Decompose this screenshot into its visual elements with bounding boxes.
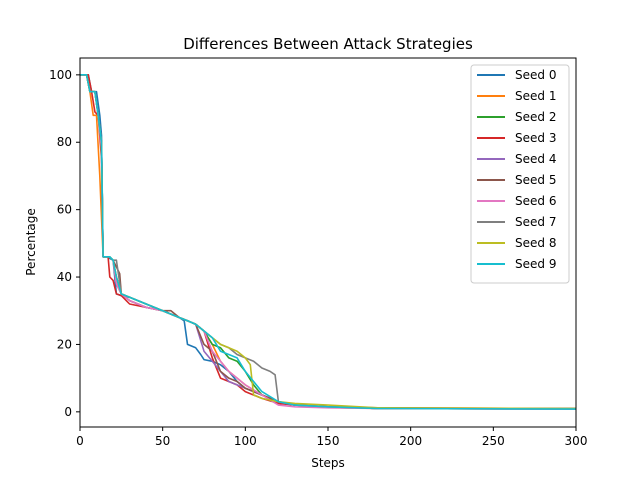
legend-box: [470, 64, 570, 284]
series-layer: [80, 74, 577, 410]
series-line-seed-9: [80, 74, 577, 410]
y-tick-label: 20: [57, 337, 72, 351]
legend-label: Seed 9: [515, 257, 556, 271]
y-tick-label: 60: [57, 203, 72, 217]
chart-title: Differences Between Attack Strategies: [183, 35, 473, 53]
y-tick-label: 40: [57, 270, 72, 284]
x-axis-label: Steps: [311, 456, 345, 470]
x-tick-label: 100: [234, 434, 257, 448]
x-tick-label: 0: [76, 434, 84, 448]
legend-label: Seed 5: [515, 173, 556, 187]
legend-label: Seed 7: [515, 215, 556, 229]
y-tick-label: 100: [49, 68, 72, 82]
legend-label: Seed 8: [515, 236, 556, 250]
x-tick-label: 200: [399, 434, 422, 448]
y-tick-label: 80: [57, 135, 72, 149]
legend-label: Seed 6: [515, 194, 556, 208]
legend-label: Seed 1: [515, 89, 556, 103]
y-tick-label: 0: [64, 405, 72, 419]
legend-label: Seed 0: [515, 68, 556, 82]
legend-label: Seed 3: [515, 131, 556, 145]
y-axis-label: Percentage: [24, 208, 38, 276]
y-axis-ticks: 0 20 40 60 80 100: [49, 68, 80, 419]
x-tick-label: 300: [565, 434, 588, 448]
x-tick-label: 250: [482, 434, 505, 448]
x-axis-ticks: 0 50 100 150 200 250 300: [76, 427, 587, 448]
x-tick-label: 50: [155, 434, 170, 448]
legend-label: Seed 4: [515, 152, 556, 166]
legend: Seed 0 Seed 1 Seed 2 Seed 3 Seed 4 Seed 5 Seed…: [470, 64, 570, 284]
legend-label: Seed 2: [515, 110, 556, 124]
x-tick-label: 150: [317, 434, 340, 448]
